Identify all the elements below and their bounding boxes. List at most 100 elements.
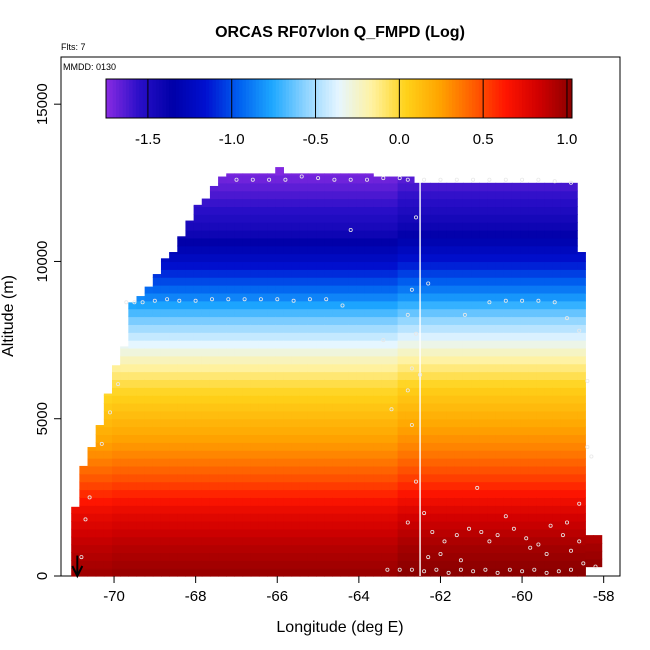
heatmap-cell bbox=[226, 410, 236, 420]
heatmap-cell bbox=[128, 450, 138, 459]
heatmap-cell bbox=[520, 324, 529, 333]
heatmap-cell bbox=[332, 481, 342, 491]
heatmap-cell bbox=[471, 520, 480, 530]
heatmap-cell bbox=[495, 363, 505, 373]
heatmap-cell bbox=[536, 182, 546, 192]
heatmap-cell bbox=[95, 520, 105, 530]
heatmap-cell bbox=[536, 198, 546, 208]
colorbar-tick-label: 1.0 bbox=[557, 131, 578, 148]
heatmap-cell bbox=[275, 355, 284, 365]
sample-point bbox=[140, 300, 145, 305]
sample-point bbox=[165, 297, 170, 302]
heatmap-cell bbox=[348, 230, 358, 239]
heatmap-cell bbox=[242, 481, 252, 491]
heatmap-cell bbox=[258, 379, 268, 388]
heatmap-cell bbox=[169, 568, 178, 577]
heatmap-cell bbox=[487, 308, 497, 318]
heatmap-cell bbox=[487, 371, 497, 381]
heatmap-cell bbox=[103, 403, 113, 412]
heatmap-cell bbox=[103, 458, 113, 467]
colorbar-segment bbox=[195, 79, 200, 118]
heatmap-cell bbox=[209, 198, 219, 208]
heatmap-cell bbox=[152, 340, 162, 349]
heatmap-cell bbox=[397, 214, 407, 223]
heatmap-cell bbox=[160, 347, 170, 357]
sample-point bbox=[565, 316, 570, 321]
heatmap-cell bbox=[324, 395, 333, 404]
heatmap-cell bbox=[422, 568, 431, 577]
heatmap-cell bbox=[552, 206, 562, 215]
heatmap-cell bbox=[234, 395, 244, 404]
heatmap-cell bbox=[536, 481, 546, 491]
heatmap-cell bbox=[356, 465, 366, 475]
heatmap-cell bbox=[250, 253, 260, 263]
heatmap-cell bbox=[405, 442, 415, 451]
heatmap-cell bbox=[536, 261, 546, 270]
heatmap-cell bbox=[430, 340, 440, 349]
heatmap-cell bbox=[332, 497, 342, 506]
heatmap-cell bbox=[120, 544, 129, 554]
heatmap-cell bbox=[446, 340, 456, 349]
colorbar-segment bbox=[295, 79, 300, 118]
heatmap-cell bbox=[144, 347, 154, 357]
heatmap-cell bbox=[454, 489, 464, 498]
heatmap-cell bbox=[332, 316, 342, 325]
sample-point bbox=[569, 548, 574, 553]
heatmap-cell bbox=[552, 292, 562, 302]
heatmap-cell bbox=[307, 410, 317, 420]
heatmap-cell bbox=[267, 536, 276, 546]
heatmap-cell bbox=[560, 473, 570, 483]
heatmap-cell bbox=[242, 371, 252, 381]
heatmap-cell bbox=[405, 324, 415, 333]
heatmap-cell bbox=[258, 340, 268, 349]
heatmap-cell bbox=[422, 536, 431, 546]
heatmap-cell bbox=[324, 520, 333, 530]
heatmap-cell bbox=[340, 173, 350, 176]
heatmap-cell bbox=[87, 520, 97, 530]
heatmap-cell bbox=[397, 395, 407, 404]
heatmap-cell bbox=[177, 418, 187, 428]
heatmap-cell bbox=[250, 230, 260, 239]
heatmap-cell bbox=[242, 544, 252, 554]
heatmap-cell bbox=[316, 277, 325, 286]
heatmap-cell bbox=[454, 316, 464, 325]
heatmap-cell bbox=[422, 379, 431, 388]
heatmap-cell bbox=[307, 190, 317, 200]
heatmap-cell bbox=[185, 324, 195, 333]
heatmap-cell bbox=[479, 497, 488, 506]
heatmap-cell bbox=[577, 489, 586, 498]
heatmap-cell bbox=[267, 465, 276, 475]
heatmap-cell bbox=[112, 450, 121, 459]
heatmap-cell bbox=[250, 395, 260, 404]
heatmap-cell bbox=[552, 285, 562, 294]
heatmap-cell bbox=[169, 269, 178, 278]
heatmap-cell bbox=[503, 214, 513, 223]
heatmap-cell bbox=[136, 300, 146, 310]
heatmap-cell bbox=[193, 230, 203, 239]
heatmap-cell bbox=[348, 237, 358, 247]
heatmap-cell bbox=[348, 308, 358, 318]
sample-point bbox=[475, 485, 480, 490]
heatmap-cell bbox=[275, 560, 284, 569]
heatmap-cell bbox=[275, 198, 284, 208]
heatmap-cell bbox=[160, 410, 170, 420]
heatmap-cell bbox=[120, 418, 129, 428]
heatmap-cell bbox=[569, 355, 578, 365]
heatmap-cell bbox=[364, 442, 374, 451]
heatmap-cell bbox=[275, 497, 284, 506]
heatmap-cell bbox=[544, 347, 554, 357]
heatmap-cell bbox=[430, 458, 440, 467]
heatmap-cell bbox=[503, 528, 513, 538]
heatmap-cell bbox=[479, 245, 488, 255]
heatmap-cell bbox=[381, 198, 391, 208]
colorbar-segment bbox=[305, 79, 310, 118]
heatmap-cell bbox=[577, 308, 586, 318]
heatmap-cell bbox=[364, 568, 374, 577]
heatmap-cell bbox=[479, 324, 488, 333]
heatmap-cell bbox=[389, 568, 399, 577]
heatmap-cell bbox=[193, 285, 203, 294]
heatmap-cell bbox=[356, 253, 366, 263]
heatmap-cell bbox=[405, 379, 415, 388]
heatmap-cell bbox=[185, 528, 195, 538]
heatmap-cell bbox=[128, 544, 138, 554]
